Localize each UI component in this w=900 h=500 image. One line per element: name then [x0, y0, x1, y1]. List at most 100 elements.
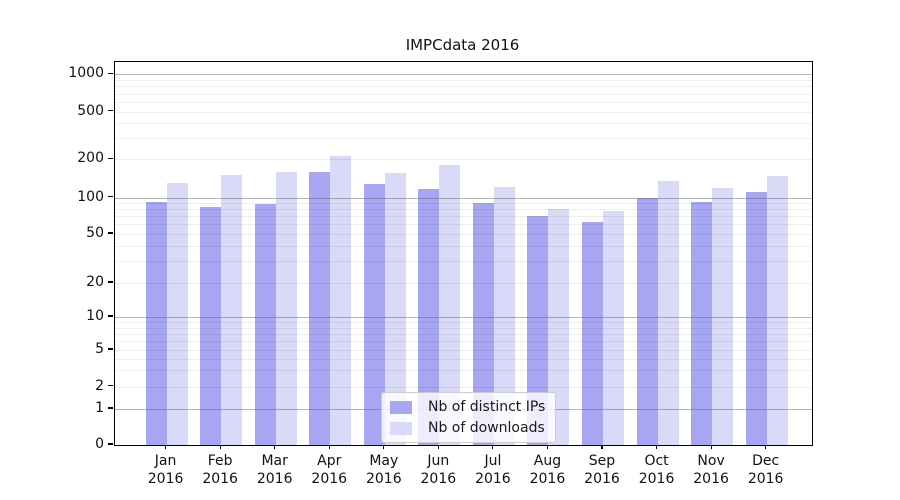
legend-item-downloads: Nb of downloads	[390, 420, 545, 436]
bar-downloads-nov	[712, 187, 734, 445]
y-gridline-major	[115, 317, 812, 318]
y-gridline-minor	[115, 327, 812, 329]
y-tick-label: 500	[77, 102, 104, 119]
x-tick-mark	[765, 445, 767, 449]
y-gridline-major	[115, 74, 812, 76]
legend-swatch-distinct-ips	[390, 400, 412, 414]
x-tick-mark	[219, 445, 221, 449]
y-gridline-minor	[115, 101, 812, 103]
y-gridline-minor	[115, 159, 812, 161]
y-gridline-minor	[115, 245, 812, 247]
bar-distinct-ips-apr	[309, 172, 331, 445]
bar-distinct-ips-nov	[691, 201, 713, 445]
bar-downloads-feb	[221, 175, 243, 445]
bar-downloads-apr	[330, 155, 352, 445]
bar-downloads-jan	[166, 183, 188, 445]
y-gridline-minor	[115, 350, 812, 351]
y-tick-mark	[108, 196, 113, 198]
y-tick-mark	[108, 281, 113, 283]
bar-downloads-dec	[766, 176, 788, 445]
y-gridline-minor	[115, 261, 812, 263]
bar-distinct-ips-mar	[254, 203, 276, 445]
bar-distinct-ips-jul	[472, 203, 494, 445]
y-tick-label: 2	[95, 377, 104, 394]
y-tick-label: 0	[95, 436, 104, 452]
bar-downloads-may	[384, 172, 406, 445]
y-gridline-minor	[115, 283, 812, 284]
y-tick-label: 20	[86, 274, 104, 290]
y-gridline-minor	[115, 333, 812, 335]
y-tick-label: 1	[95, 400, 104, 416]
legend-label-distinct-ips: Nb of distinct IPs	[428, 399, 546, 415]
bar-distinct-ips-feb	[200, 206, 222, 445]
bar-downloads-sep	[603, 211, 624, 445]
y-gridline-minor	[115, 234, 812, 235]
y-tick-label: 10	[86, 308, 104, 324]
y-gridline-minor	[115, 370, 812, 372]
legend: Nb of distinct IPs Nb of downloads	[381, 392, 557, 443]
x-tick-mark	[328, 445, 330, 449]
y-gridline-major	[115, 197, 812, 199]
y-gridline-minor	[115, 203, 812, 205]
x-tick-mark	[383, 445, 385, 449]
x-tick-mark	[492, 445, 494, 449]
x-tick-label: Sep 2016	[584, 453, 620, 487]
y-gridline-minor	[115, 216, 812, 218]
x-tick-label: Nov 2016	[693, 453, 729, 487]
x-tick-mark	[710, 445, 712, 449]
x-tick-label: Feb 2016	[202, 453, 238, 487]
y-gridline-minor	[115, 224, 812, 226]
y-tick-mark	[108, 72, 113, 74]
y-gridline-minor	[115, 209, 812, 211]
x-tick-label: Mar 2016	[256, 453, 293, 487]
x-tick-mark	[274, 445, 276, 449]
x-tick-label: May 2016	[365, 453, 402, 487]
y-tick-mark	[108, 407, 113, 409]
legend-label-downloads: Nb of downloads	[428, 420, 545, 436]
x-tick-mark	[601, 445, 603, 449]
x-tick-mark	[437, 445, 439, 449]
y-tick-label: 100	[77, 188, 104, 205]
y-tick-mark	[108, 315, 113, 317]
y-tick-label: 1000	[68, 65, 104, 82]
y-tick-label: 200	[77, 150, 104, 167]
bar-distinct-ips-oct	[636, 197, 658, 445]
bar-distinct-ips-sep	[582, 221, 603, 445]
y-gridline-minor	[115, 111, 812, 113]
y-tick-mark	[108, 232, 113, 234]
y-gridline-minor	[115, 123, 812, 125]
x-tick-label: Jan 2016	[147, 453, 184, 487]
bar-distinct-ips-may	[363, 184, 385, 445]
x-tick-label: Apr 2016	[311, 453, 348, 487]
bar-downloads-mar	[275, 171, 297, 445]
y-gridline-minor	[115, 138, 812, 140]
bar-downloads-oct	[657, 181, 679, 445]
bar-downloads-aug	[548, 209, 570, 445]
x-tick-mark	[655, 445, 658, 449]
y-tick-mark	[108, 384, 113, 387]
x-tick-label: Jul 2016	[475, 453, 511, 487]
y-tick-label: 5	[95, 341, 104, 357]
x-tick-label: Oct 2016	[638, 453, 675, 487]
bar-downloads-jun	[439, 165, 461, 445]
y-gridline-minor	[115, 341, 812, 343]
y-gridline-minor	[115, 358, 812, 360]
y-gridline-minor	[115, 79, 812, 81]
legend-swatch-downloads	[390, 421, 412, 435]
y-tick-mark	[108, 110, 113, 112]
chart-title: IMPCdata 2016	[405, 36, 520, 54]
y-gridline-minor	[115, 86, 812, 88]
y-tick-mark	[108, 157, 113, 159]
bar-distinct-ips-dec	[745, 192, 767, 445]
bar-distinct-ips-aug	[527, 216, 549, 445]
x-tick-label: Aug 2016	[529, 453, 566, 487]
x-tick-mark	[546, 445, 549, 449]
legend-item-distinct-ips: Nb of distinct IPs	[390, 399, 545, 415]
bar-distinct-ips-jan	[145, 202, 167, 445]
x-tick-label: Dec 2016	[747, 453, 784, 487]
y-gridline-minor	[115, 93, 812, 95]
bar-downloads-jul	[493, 186, 515, 445]
x-tick-mark	[165, 445, 167, 449]
y-tick-mark	[108, 348, 113, 350]
